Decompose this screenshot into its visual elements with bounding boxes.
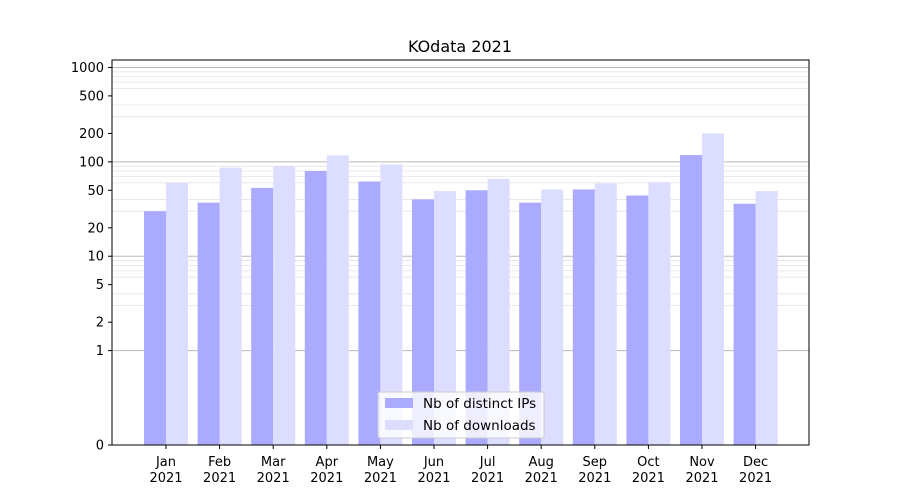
x-tick-label-month: Apr — [316, 455, 339, 470]
legend-swatch-distinct-ips — [385, 398, 413, 408]
y-tick-label: 1 — [96, 344, 104, 359]
x-tick-label-month: Jan — [155, 455, 176, 470]
x-tick-label-month: Mar — [261, 455, 286, 470]
bar-distinct-ips — [144, 211, 166, 445]
y-tick-label: 200 — [79, 127, 104, 142]
y-tick-label: 500 — [79, 89, 104, 104]
bar-distinct-ips — [572, 189, 595, 445]
x-tick-label-month: May — [367, 455, 394, 470]
x-tick-label-year: 2021 — [632, 471, 665, 486]
x-tick-label-year: 2021 — [685, 471, 718, 486]
y-tick-label: 100 — [79, 155, 104, 170]
y-tick-label: 10 — [87, 250, 104, 265]
x-tick-label-month: Jun — [423, 455, 444, 470]
x-tick-label-year: 2021 — [525, 471, 558, 486]
legend-swatch-downloads — [385, 420, 413, 430]
bar-distinct-ips — [680, 155, 702, 445]
y-tick-label: 0 — [96, 439, 104, 454]
x-tick-label-month: Nov — [689, 455, 715, 470]
x-tick-label-month: Jul — [479, 455, 496, 470]
bar-downloads — [702, 133, 724, 445]
bar-distinct-ips — [304, 171, 327, 446]
x-tick-label-month: Dec — [743, 455, 768, 470]
x-tick-label-year: 2021 — [257, 471, 290, 486]
y-tick-label: 1000 — [71, 61, 104, 76]
bar-distinct-ips — [626, 195, 649, 445]
legend: Nb of distinct IPs Nb of downloads — [377, 391, 545, 439]
x-tick-label-month: Oct — [637, 455, 659, 470]
x-tick-label-month: Feb — [208, 455, 231, 470]
y-tick-label: 20 — [87, 221, 104, 236]
x-tick-label-year: 2021 — [739, 471, 772, 486]
bar-downloads — [273, 166, 296, 445]
bar-downloads — [219, 167, 242, 445]
chart-title: KOdata 2021 — [408, 37, 512, 56]
bar-downloads — [434, 191, 456, 445]
bar-distinct-ips — [197, 202, 220, 445]
y-axis: 0 1 2 5 10 20 50 100 200 500 1000 — [71, 61, 112, 454]
bar-distinct-ips — [519, 202, 542, 445]
bar-distinct-ips — [358, 181, 381, 445]
bar-downloads — [166, 182, 188, 445]
x-tick-label-month: Sep — [583, 455, 608, 470]
y-tick-label: 50 — [87, 184, 104, 199]
bar-distinct-ips — [733, 203, 756, 445]
bars — [144, 133, 778, 446]
bar-distinct-ips — [251, 187, 274, 446]
bar-downloads — [755, 191, 778, 445]
x-tick-label-year: 2021 — [471, 471, 504, 486]
bar-downloads — [380, 164, 403, 446]
x-tick-label-month: Aug — [529, 455, 554, 470]
x-tick-label-year: 2021 — [578, 471, 611, 486]
legend-box — [377, 391, 545, 439]
bar-downloads — [487, 178, 510, 445]
x-tick-label-year: 2021 — [310, 471, 343, 486]
plot-frame — [111, 59, 810, 446]
bar-downloads — [648, 182, 671, 445]
x-axis: Jan2021Feb2021Mar2021Apr2021May2021Jun20… — [149, 445, 772, 486]
legend-label-distinct-ips: Nb of distinct IPs — [423, 396, 536, 412]
bar-downloads — [326, 155, 349, 446]
y-tick-label: 2 — [96, 316, 104, 331]
bar-distinct-ips — [465, 190, 488, 445]
bar-distinct-ips — [412, 199, 434, 445]
x-tick-label-year: 2021 — [203, 471, 236, 486]
x-tick-label-year: 2021 — [364, 471, 397, 486]
x-tick-label-year: 2021 — [149, 471, 182, 486]
bar-downloads — [541, 189, 564, 445]
x-tick-label-year: 2021 — [417, 471, 450, 486]
legend-label-downloads: Nb of downloads — [423, 418, 536, 434]
bar-downloads — [594, 183, 617, 446]
y-tick-label: 5 — [96, 278, 104, 293]
